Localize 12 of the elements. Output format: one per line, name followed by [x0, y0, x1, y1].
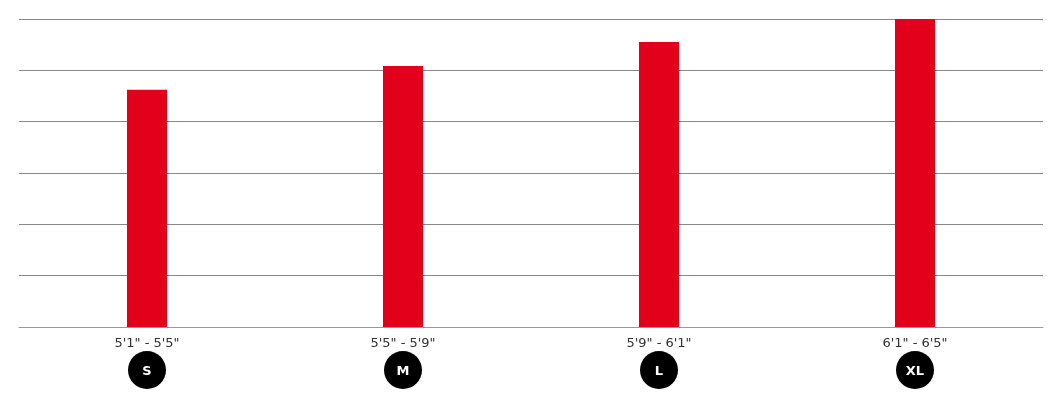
bar	[895, 19, 935, 327]
bar	[383, 66, 423, 327]
x-tick-label: 5'5" - 5'9"	[370, 334, 436, 350]
bar	[639, 42, 679, 327]
text: M	[396, 362, 410, 378]
text: S	[142, 362, 152, 378]
text: XL	[905, 362, 925, 378]
bar	[127, 89, 167, 327]
x-tick-label: 5'9" - 6'1"	[626, 334, 692, 350]
x-tick-label: 5'1" - 5'5"	[114, 334, 180, 350]
x-tick-label: 6'1" - 6'5"	[882, 334, 948, 350]
text: L	[654, 362, 664, 378]
